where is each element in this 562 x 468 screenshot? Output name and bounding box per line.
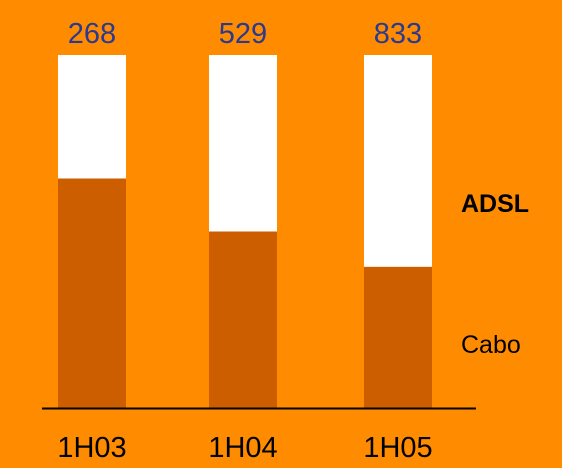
x-tick-label: 1H04 [208, 432, 277, 464]
x-tick-label: 1H03 [57, 432, 126, 464]
bar-segment-adsl-1h03 [58, 55, 126, 179]
total-label: 833 [374, 18, 422, 50]
bar-segment-cabo-1h04 [209, 231, 277, 408]
bar-segment-cabo-1h03 [58, 178, 126, 408]
bar-segment-cabo-1h05 [364, 266, 432, 408]
bar-segment-adsl-1h05 [364, 55, 432, 267]
legend-label-adsl: ADSL [461, 190, 529, 218]
x-tick-label: 1H05 [363, 432, 432, 464]
total-label: 529 [219, 18, 267, 50]
legend-label-cabo: Cabo [461, 331, 521, 359]
total-label: 268 [68, 18, 116, 50]
bar-segment-adsl-1h04 [209, 55, 277, 232]
